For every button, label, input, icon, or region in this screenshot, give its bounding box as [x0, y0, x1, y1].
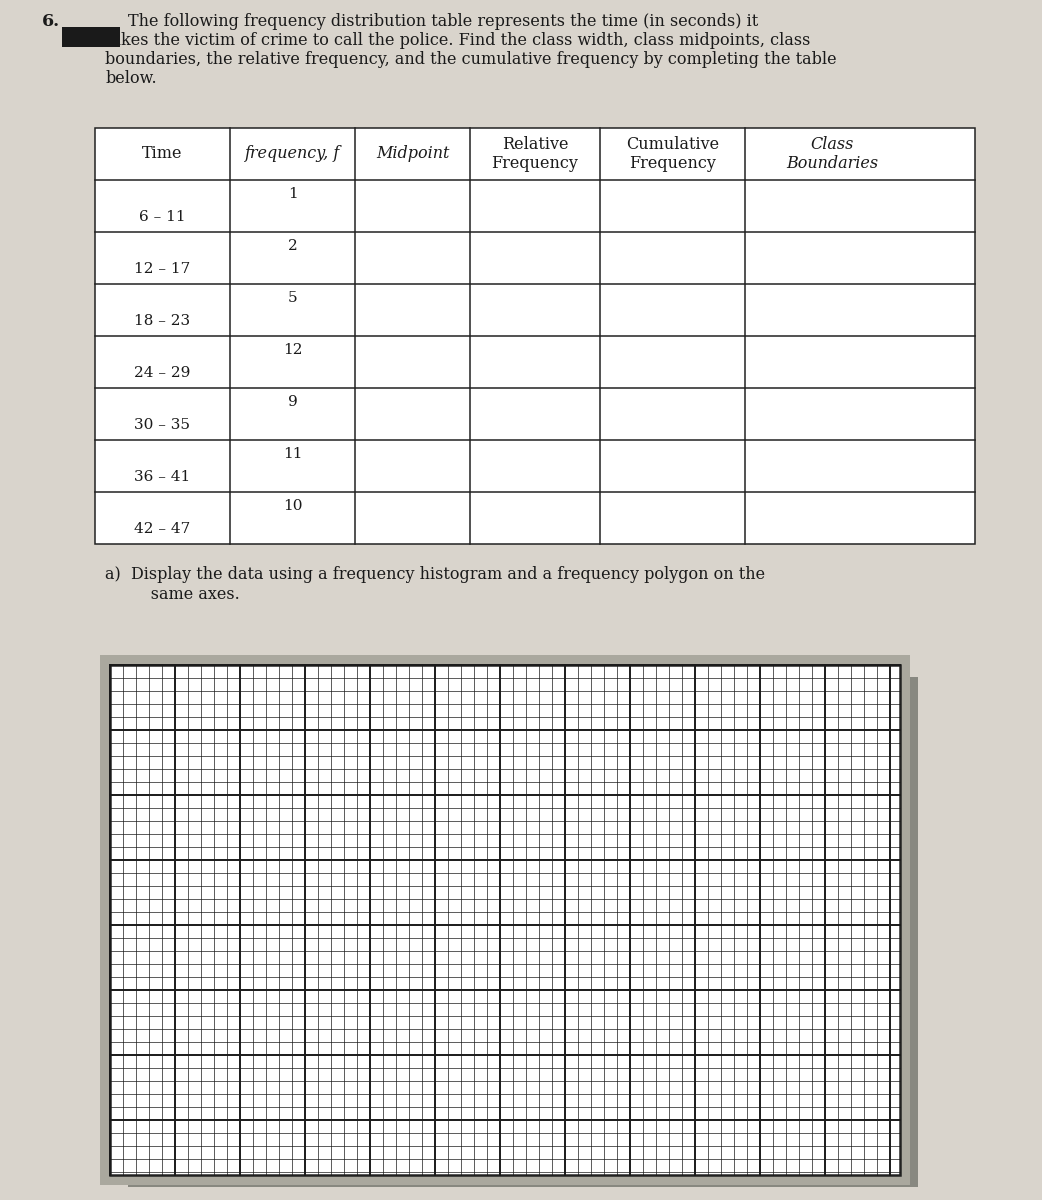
Bar [110, 665, 900, 1175]
Text: Relative
Frequency: Relative Frequency [492, 136, 578, 173]
Text: 18 – 23: 18 – 23 [134, 314, 191, 329]
Bar [95, 128, 975, 544]
Text: boundaries, the relative frequency, and the cumulative frequency by completing t: boundaries, the relative frequency, and … [105, 50, 837, 68]
Text: The following frequency distribution table represents the time (in seconds) it: The following frequency distribution tab… [128, 13, 759, 30]
Text: Cumulative
Frequency: Cumulative Frequency [626, 136, 719, 173]
Text: 2: 2 [288, 239, 297, 253]
Text: 1: 1 [288, 187, 297, 202]
Text: 10: 10 [282, 499, 302, 514]
Text: 42 – 47: 42 – 47 [134, 522, 191, 536]
Bar [128, 677, 918, 1187]
Text: 12: 12 [282, 343, 302, 358]
Bar [63, 26, 120, 47]
Text: 9: 9 [288, 395, 297, 409]
Text: 6.: 6. [42, 13, 60, 30]
Text: 6 – 11: 6 – 11 [140, 210, 185, 224]
Text: Class
Boundaries: Class Boundaries [787, 136, 878, 173]
Text: a)  Display the data using a frequency histogram and a frequency polygon on the: a) Display the data using a frequency hi… [105, 566, 765, 583]
Text: 12 – 17: 12 – 17 [134, 263, 191, 276]
Text: frequency, f: frequency, f [245, 145, 340, 162]
Text: same axes.: same axes. [120, 586, 240, 602]
Text: 24 – 29: 24 – 29 [134, 366, 191, 380]
Text: 5: 5 [288, 292, 297, 305]
Text: 11: 11 [282, 448, 302, 461]
Text: 30 – 35: 30 – 35 [134, 419, 191, 432]
Text: 36 – 41: 36 – 41 [134, 470, 191, 485]
Text: Time: Time [143, 145, 182, 162]
Text: below.: below. [105, 70, 156, 86]
Text: takes the victim of crime to call the police. Find the class width, class midpoi: takes the victim of crime to call the po… [105, 32, 811, 49]
Bar [100, 655, 910, 1186]
Text: Midpoint: Midpoint [376, 145, 449, 162]
